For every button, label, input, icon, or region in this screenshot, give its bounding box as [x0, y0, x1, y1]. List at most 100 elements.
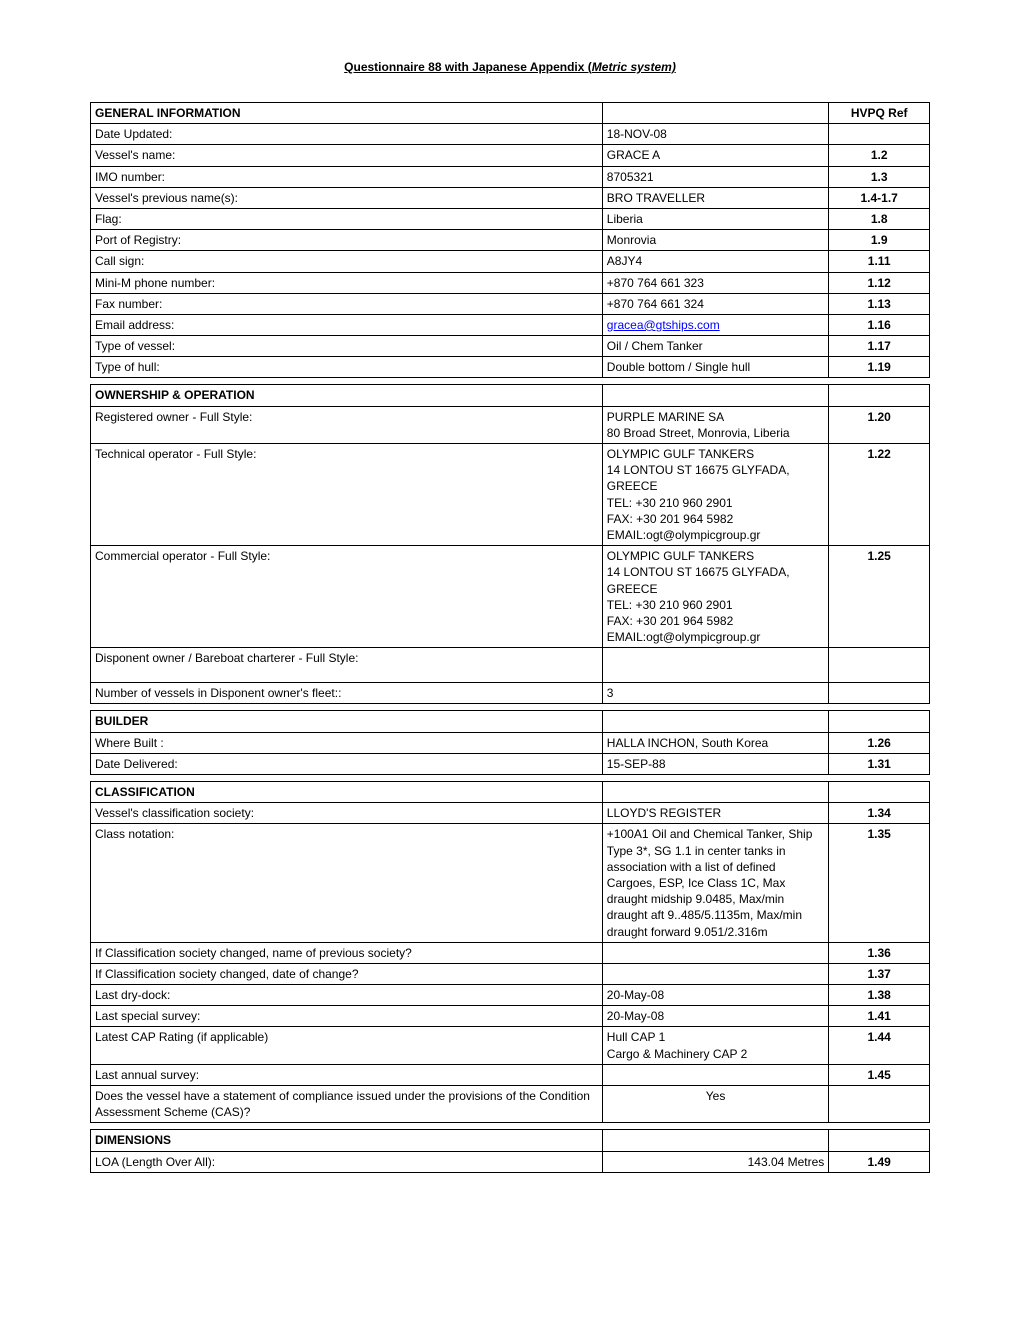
table-row: Type of vessel:Oil / Chem Tanker1.17: [91, 336, 930, 357]
table-row: Date Updated:18-NOV-08: [91, 124, 930, 145]
field-label: Vessel's name:: [91, 145, 603, 166]
field-value: Monrovia: [602, 230, 829, 251]
hvpq-ref: 1.11: [829, 251, 930, 272]
section-header: CLASSIFICATION: [91, 782, 603, 803]
hvpq-ref: 1.26: [829, 732, 930, 753]
field-value: 15-SEP-88: [602, 753, 829, 774]
table-row: Flag:Liberia1.8: [91, 208, 930, 229]
hvpq-ref: 1.13: [829, 293, 930, 314]
hvpq-ref: 1.8: [829, 208, 930, 229]
section-header: DIMENSIONS: [91, 1130, 603, 1151]
hvpq-ref: 1.37: [829, 963, 930, 984]
hvpq-ref: 1.19: [829, 357, 930, 378]
hvpq-ref: 1.20: [829, 406, 930, 443]
field-label: Last special survey:: [91, 1006, 603, 1027]
table-row: Date Delivered:15-SEP-881.31: [91, 753, 930, 774]
section-header-blank: [602, 103, 829, 124]
field-value: GRACE A: [602, 145, 829, 166]
field-value: 20-May-08: [602, 1006, 829, 1027]
hvpq-ref: 1.2: [829, 145, 930, 166]
hvpq-ref: 1.4-1.7: [829, 187, 930, 208]
field-label: Fax number:: [91, 293, 603, 314]
field-label: Number of vessels in Disponent owner's f…: [91, 683, 603, 704]
field-value: gracea@gtships.com: [602, 314, 829, 335]
field-label: IMO number:: [91, 166, 603, 187]
spacer-row: [91, 378, 930, 385]
section-header-blank: [602, 711, 829, 732]
section-header: BUILDER: [91, 711, 603, 732]
field-label: Where Built :: [91, 732, 603, 753]
field-value: [602, 648, 829, 683]
hvpq-ref: 1.44: [829, 1027, 930, 1064]
spacer-row: [91, 1123, 930, 1130]
table-row: LOA (Length Over All):143.04 Metres1.49: [91, 1151, 930, 1172]
field-label: LOA (Length Over All):: [91, 1151, 603, 1172]
field-label: Latest CAP Rating (if applicable): [91, 1027, 603, 1064]
hvpq-ref: 1.12: [829, 272, 930, 293]
section-header-row: BUILDER: [91, 711, 930, 732]
table-row: Last dry-dock:20-May-081.38: [91, 985, 930, 1006]
hvpq-ref: 1.35: [829, 824, 930, 942]
field-label: Class notation:: [91, 824, 603, 942]
hvpq-ref: [829, 1086, 930, 1123]
table-row: Fax number:+870 764 661 3241.13: [91, 293, 930, 314]
field-value: +870 764 661 323: [602, 272, 829, 293]
table-row: If Classification society changed, name …: [91, 942, 930, 963]
table-row: Call sign:A8JY41.11: [91, 251, 930, 272]
table-row: Last special survey:20-May-081.41: [91, 1006, 930, 1027]
field-label: Type of hull:: [91, 357, 603, 378]
field-value: 143.04 Metres: [602, 1151, 829, 1172]
table-row: Port of Registry:Monrovia1.9: [91, 230, 930, 251]
hvpq-ref: [829, 124, 930, 145]
table-row: Disponent owner / Bareboat charterer - F…: [91, 648, 930, 683]
section-header: OWNERSHIP & OPERATION: [91, 385, 603, 406]
field-value: PURPLE MARINE SA80 Broad Street, Monrovi…: [602, 406, 829, 443]
table-row: Type of hull:Double bottom / Single hull…: [91, 357, 930, 378]
field-label: Does the vessel have a statement of comp…: [91, 1086, 603, 1123]
table-row: Does the vessel have a statement of comp…: [91, 1086, 930, 1123]
hvpq-ref: 1.25: [829, 546, 930, 648]
hvpq-ref: 1.49: [829, 1151, 930, 1172]
hvpq-ref: 1.3: [829, 166, 930, 187]
field-value: OLYMPIC GULF TANKERS14 LONTOU ST 16675 G…: [602, 546, 829, 648]
field-label: Flag:: [91, 208, 603, 229]
title-main: Questionnaire 88 with Japanese Appendix …: [344, 60, 592, 74]
document-title: Questionnaire 88 with Japanese Appendix …: [90, 60, 930, 74]
hvpq-ref-header: [829, 385, 930, 406]
hvpq-ref: 1.34: [829, 803, 930, 824]
field-label: Date Delivered:: [91, 753, 603, 774]
table-row: Mini-M phone number:+870 764 661 3231.12: [91, 272, 930, 293]
field-label: Vessel's previous name(s):: [91, 187, 603, 208]
email-link[interactable]: gracea@gtships.com: [607, 318, 720, 332]
field-value: Oil / Chem Tanker: [602, 336, 829, 357]
field-label: Date Updated:: [91, 124, 603, 145]
section-header-row: GENERAL INFORMATION HVPQ Ref: [91, 103, 930, 124]
hvpq-ref-header: HVPQ Ref: [829, 103, 930, 124]
table-row: Last annual survey:1.45: [91, 1064, 930, 1085]
field-value: HALLA INCHON, South Korea: [602, 732, 829, 753]
hvpq-ref: 1.9: [829, 230, 930, 251]
table-row: Number of vessels in Disponent owner's f…: [91, 683, 930, 704]
field-value: 20-May-08: [602, 985, 829, 1006]
field-label: Vessel's classification society:: [91, 803, 603, 824]
field-value: 3: [602, 683, 829, 704]
section-header-row: DIMENSIONS: [91, 1130, 930, 1151]
hvpq-ref: 1.41: [829, 1006, 930, 1027]
hvpq-ref: 1.36: [829, 942, 930, 963]
section-header-row: OWNERSHIP & OPERATION: [91, 385, 930, 406]
field-label: Last dry-dock:: [91, 985, 603, 1006]
table-row: Registered owner - Full Style:PURPLE MAR…: [91, 406, 930, 443]
field-label: Registered owner - Full Style:: [91, 406, 603, 443]
section-header: GENERAL INFORMATION: [91, 103, 603, 124]
spacer-row: [91, 775, 930, 782]
table-row: Vessel's classification society:LLOYD'S …: [91, 803, 930, 824]
field-value: +100A1 Oil and Chemical Tanker, Ship Typ…: [602, 824, 829, 942]
field-label: Commercial operator - Full Style:: [91, 546, 603, 648]
questionnaire-table: GENERAL INFORMATIONHVPQ RefDate Updated:…: [90, 102, 930, 1173]
section-header-blank: [602, 385, 829, 406]
field-value: A8JY4: [602, 251, 829, 272]
section-header-blank: [602, 1130, 829, 1151]
table-row: IMO number:87053211.3: [91, 166, 930, 187]
field-value: Double bottom / Single hull: [602, 357, 829, 378]
field-value: 18-NOV-08: [602, 124, 829, 145]
